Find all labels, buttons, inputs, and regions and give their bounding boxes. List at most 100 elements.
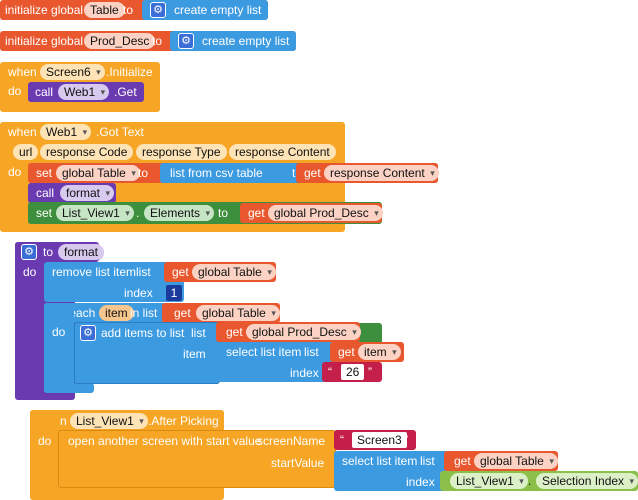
get-global-prod-desc-block[interactable]: get global Prod_Desc [216,322,361,342]
item-label: item [183,347,206,361]
text-string-block-screen3[interactable]: “ Screen3 ” [334,430,416,450]
get-global-prod-desc-block[interactable]: get global Prod_Desc [240,203,383,223]
to-label: to [43,245,54,259]
for-each-body [44,303,74,393]
proc-dropdown-format[interactable]: format [60,185,115,201]
list-view1-selection-index-block[interactable]: List_View1 . Selection Index [440,471,638,491]
index-label: index [124,286,153,300]
param-response-content[interactable]: response Content [229,144,336,160]
list-label: list [304,345,319,359]
get-response-content-block[interactable]: get response Content [296,163,439,183]
var-dropdown-global-table[interactable]: global Table [192,264,276,280]
screen-name-label: screenName [257,434,326,448]
component-dropdown-list-view1[interactable]: List_View1 [56,205,134,221]
create-empty-list-block[interactable]: ⚙ create empty list [142,0,268,20]
string-value-26[interactable]: 26 [341,364,365,380]
loop-var-item[interactable]: item [99,305,134,321]
remove-list-item-label: remove list item [52,265,137,279]
list-label: list [191,326,206,340]
number-block-1[interactable]: 1 [166,285,182,301]
when-label: when [8,125,37,139]
list-label: list [420,454,435,468]
close-quote: ” [368,365,372,379]
event-label-after-picking: .After Picking [148,414,219,428]
procedure-name-format[interactable]: format [58,244,105,260]
when-label: when [8,65,37,79]
component-dropdown-screen6[interactable]: Screen6 [40,64,105,80]
global-var-name-prod-desc[interactable]: Prod_Desc [84,33,156,49]
to-label: to [123,3,134,17]
to-label: to [138,166,149,180]
do-label: do [38,434,52,448]
get-global-table-block[interactable]: get global Table [162,303,280,323]
get-label: get [226,325,243,339]
var-dropdown-response-content[interactable]: response Content [324,165,439,181]
component-dropdown-list-view1[interactable]: List_View1 [70,413,148,429]
component-dropdown-web1[interactable]: Web1 [40,124,92,140]
gear-icon[interactable]: ⚙ [80,325,96,341]
select-list-item-label: select list item [226,345,302,359]
open-another-screen-block[interactable]: open another screen with start value scr… [58,430,336,488]
for-each-footer [44,383,94,393]
start-value-label: startValue [271,456,325,470]
list-view1-after-picking-event-block[interactable]: when List_View1 .After Picking [30,410,224,432]
init-global-table-block[interactable]: initialize global Table to ⚙ create empt… [0,0,268,20]
var-dropdown-global-prod-desc[interactable]: global Prod_Desc [246,324,361,340]
to-label: to [152,34,163,48]
var-dropdown-global-table[interactable]: global Table [196,305,280,321]
global-var-name-table[interactable]: Table [84,2,125,18]
param-url[interactable]: url [13,144,39,160]
var-dropdown-global-table[interactable]: global Table [474,453,558,469]
init-global-label: initialize global [5,34,84,48]
set-listview1-elements-block[interactable]: set List_View1 . Elements to get global … [28,202,383,224]
param-response-type[interactable]: response Type [136,144,227,160]
component-dropdown-web1[interactable]: Web1 [58,84,110,100]
method-label-get: .Get [114,85,137,99]
csv-label: list from csv table [170,166,263,180]
init-global-label: initialize global [5,3,84,17]
get-label: get [304,166,321,180]
var-dropdown-item[interactable]: item [358,344,401,360]
component-dropdown-list-view1[interactable]: List_View1 [450,473,528,489]
event-label-initialize: .Initialize [106,65,153,79]
remove-list-item-block[interactable]: remove list item list index [44,262,184,302]
create-empty-list-block[interactable]: ⚙ create empty list [170,31,296,51]
select-list-item-block[interactable]: select list item list index [334,451,456,491]
set-global-table-block[interactable]: set global Table to list from csv table … [28,163,439,183]
close-quote: ” [404,433,408,447]
create-empty-list-label: create empty list [174,3,262,17]
add-items-label: add items to list [101,326,185,340]
gear-icon[interactable]: ⚙ [178,33,194,49]
get-label: get [172,265,189,279]
screen6-initialize-event-block[interactable]: when Screen6 .Initialize do call Web1 .G… [0,62,160,112]
get-item-block[interactable]: get item [330,342,404,362]
gear-icon[interactable]: ⚙ [21,244,37,260]
select-list-item-block[interactable]: select list item list index [218,342,336,382]
set-label: set [36,166,53,180]
get-label: get [248,206,265,220]
property-dropdown-elements[interactable]: Elements [144,205,215,221]
create-empty-list-label: create empty list [202,34,290,48]
after-picking-footer [30,486,224,500]
var-dropdown-global-table[interactable]: global Table [56,165,140,181]
init-global-prod-desc-block[interactable]: initialize global Prod_Desc to ⚙ create … [0,31,296,51]
do-label: do [8,84,22,98]
get-global-table-block[interactable]: get global Table [164,262,276,282]
add-items-to-list-block[interactable]: ⚙ add items to list list item [74,322,220,384]
string-value-screen3[interactable]: Screen3 [352,432,407,448]
property-dropdown-selection-index[interactable]: Selection Index [536,473,638,489]
get-label: get [454,454,471,468]
dot-label: . [136,206,140,220]
select-list-item-label: select list item [342,454,418,468]
gear-icon[interactable]: ⚙ [150,2,166,18]
call-format-block[interactable]: call format [28,183,116,203]
call-label: call [35,85,54,99]
open-another-screen-label: open another screen with start value [68,434,262,448]
get-global-table-block[interactable]: get global Table [444,451,558,471]
do-label: do [8,165,22,179]
call-web1-get-block[interactable]: call Web1 .Get [28,82,144,102]
var-dropdown-global-prod-desc[interactable]: global Prod_Desc [268,205,383,221]
param-response-code[interactable]: response Code [40,144,134,160]
web1-got-text-event-block[interactable]: when Web1 .Got Text url response Code re… [0,122,439,345]
text-string-block-26[interactable]: “ 26 ” [322,362,382,382]
